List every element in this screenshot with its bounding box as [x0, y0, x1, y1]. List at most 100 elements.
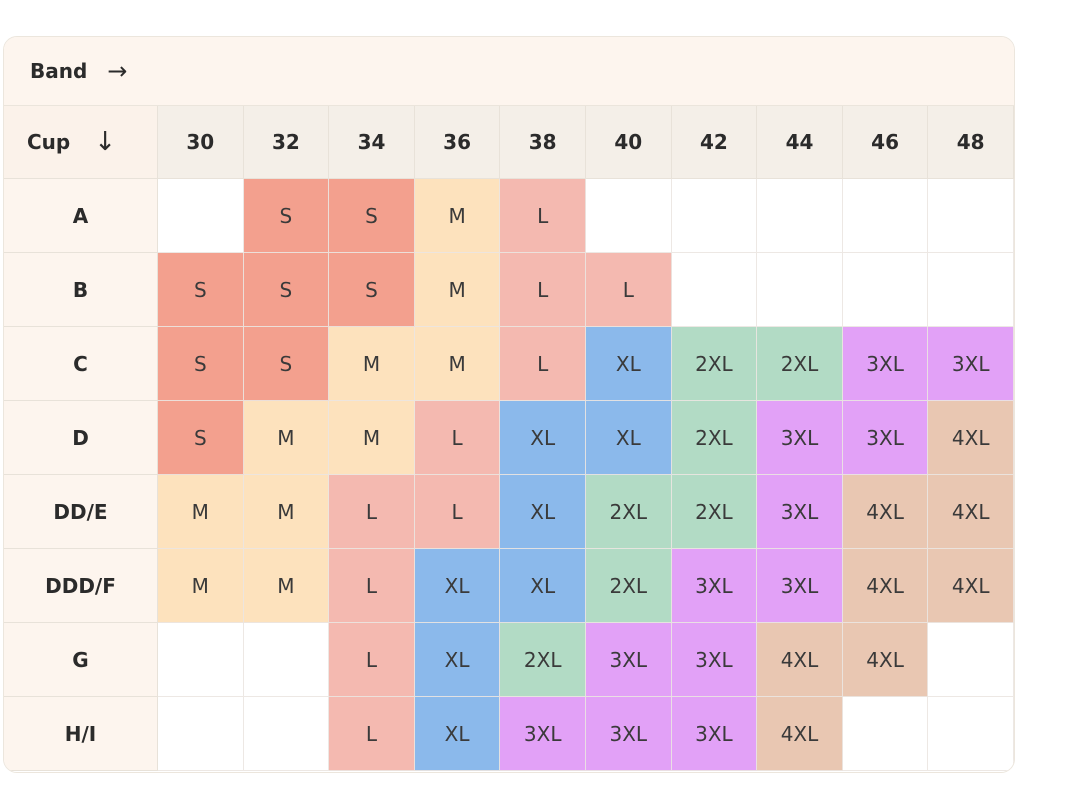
band-header-42: 42: [671, 106, 758, 179]
size-cell: [928, 253, 1014, 327]
size-cell: L: [329, 697, 415, 771]
size-cell: [586, 179, 672, 253]
size-cell: 3XL: [671, 623, 758, 697]
size-cell: 4XL: [842, 475, 929, 549]
size-cell: M: [329, 327, 415, 401]
size-cell: [243, 623, 330, 697]
size-cell: S: [243, 253, 330, 327]
size-cell: S: [243, 179, 330, 253]
size-cell: L: [500, 179, 586, 253]
size-cell: 3XL: [500, 697, 586, 771]
size-cell: M: [243, 401, 330, 475]
size-cell: XL: [586, 401, 672, 475]
size-cell: 2XL: [586, 549, 672, 623]
size-cell: 2XL: [586, 475, 672, 549]
size-cell: [757, 179, 843, 253]
size-cell: XL: [500, 401, 586, 475]
size-cell: 2XL: [500, 623, 586, 697]
size-cell: L: [329, 623, 415, 697]
band-header-34: 34: [329, 106, 415, 179]
size-cell: S: [158, 327, 244, 401]
size-cell: L: [329, 475, 415, 549]
size-cell: XL: [414, 623, 501, 697]
size-cell: M: [243, 475, 330, 549]
size-cell: 2XL: [671, 475, 758, 549]
size-cell: [928, 697, 1014, 771]
size-cell: S: [158, 253, 244, 327]
band-header-32: 32: [243, 106, 330, 179]
cup-label: Cup: [27, 130, 71, 154]
size-cell: L: [500, 327, 586, 401]
size-cell: XL: [414, 549, 501, 623]
cup-row-label: B: [4, 253, 158, 327]
arrow-right-icon: →: [107, 57, 128, 85]
size-cell: XL: [586, 327, 672, 401]
size-cell: [671, 253, 758, 327]
size-cell: M: [414, 179, 501, 253]
size-chart: Band → Cup ↓ 30 32 34 36 38 40 42 44 46 48 S S M L S S S…: [3, 36, 1015, 773]
size-cell: M: [329, 401, 415, 475]
size-cell: L: [329, 549, 415, 623]
size-cell: M: [158, 549, 244, 623]
size-cell: [928, 623, 1014, 697]
size-cell: [158, 179, 244, 253]
size-cell: M: [243, 549, 330, 623]
size-cell: [158, 623, 244, 697]
size-cell: 4XL: [928, 549, 1014, 623]
band-header-40: 40: [586, 106, 672, 179]
arrow-down-icon: ↓: [94, 127, 117, 157]
size-cell: [842, 179, 929, 253]
size-cell: 4XL: [842, 549, 929, 623]
band-header: Band →: [4, 37, 1014, 106]
size-cell: 3XL: [842, 327, 929, 401]
size-cell: L: [414, 475, 501, 549]
band-header-30: 30: [158, 106, 244, 179]
cup-header: Cup ↓: [4, 106, 158, 179]
size-cell: 4XL: [928, 475, 1014, 549]
size-cell: 4XL: [757, 697, 843, 771]
size-cell: M: [414, 327, 501, 401]
size-cell: S: [243, 327, 330, 401]
band-header-44: 44: [757, 106, 843, 179]
cup-row-label: C: [4, 327, 158, 401]
band-header-48: 48: [928, 106, 1014, 179]
band-header-38: 38: [500, 106, 586, 179]
size-cell: [158, 697, 244, 771]
band-header-46: 46: [842, 106, 929, 179]
band-label: Band: [30, 59, 88, 83]
size-cell: S: [329, 253, 415, 327]
size-cell: 2XL: [671, 327, 758, 401]
size-cell: 3XL: [842, 401, 929, 475]
size-cell: 3XL: [928, 327, 1014, 401]
size-cell: 3XL: [671, 697, 758, 771]
cup-row-label: DDD/F: [4, 549, 158, 623]
size-cell: 3XL: [586, 697, 672, 771]
cup-row-label: H/I: [4, 697, 158, 771]
band-header-36: 36: [414, 106, 501, 179]
size-cell: 2XL: [671, 401, 758, 475]
size-cell: 3XL: [757, 475, 843, 549]
size-cell: L: [500, 253, 586, 327]
size-cell: M: [414, 253, 501, 327]
size-cell: S: [329, 179, 415, 253]
size-cell: XL: [414, 697, 501, 771]
size-cell: 3XL: [586, 623, 672, 697]
size-cell: L: [586, 253, 672, 327]
size-cell: 2XL: [757, 327, 843, 401]
size-cell: 4XL: [842, 623, 929, 697]
size-cell: [757, 253, 843, 327]
size-cell: [842, 697, 929, 771]
size-cell: 4XL: [757, 623, 843, 697]
size-cell: S: [158, 401, 244, 475]
size-cell: M: [158, 475, 244, 549]
cup-row-label: DD/E: [4, 475, 158, 549]
size-cell: L: [414, 401, 501, 475]
size-cell: [671, 179, 758, 253]
cup-row-label: D: [4, 401, 158, 475]
size-cell: [842, 253, 929, 327]
size-cell: 3XL: [757, 401, 843, 475]
cup-row-label: G: [4, 623, 158, 697]
size-cell: [243, 697, 330, 771]
size-cell: 3XL: [671, 549, 758, 623]
cup-row-label: A: [4, 179, 158, 253]
